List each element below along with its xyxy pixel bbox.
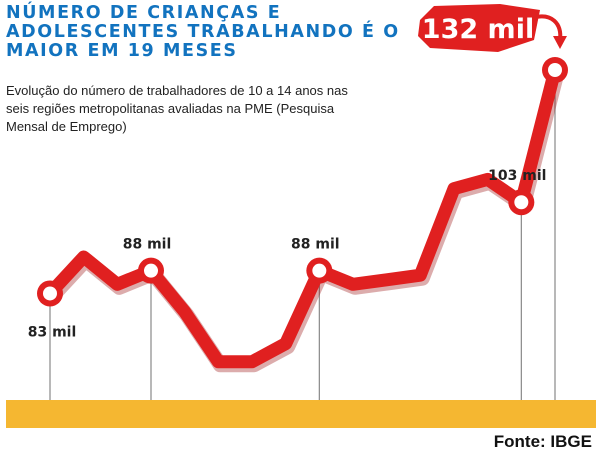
drop-lines	[49, 70, 556, 400]
point-marker-center	[43, 286, 57, 301]
data-label: 88 mil	[291, 237, 340, 253]
baseline-band	[6, 400, 596, 428]
chart-subtitle: Evolução do número de trabalhadores de 1…	[6, 83, 348, 134]
peak-label: 132 mil	[422, 14, 534, 45]
series-line	[43, 63, 562, 369]
peak-arrow-head	[553, 36, 567, 49]
data-label: 83 mil	[28, 324, 77, 340]
point-marker-center	[514, 195, 529, 210]
peak-badge	[418, 4, 567, 52]
series-line-shadow	[44, 65, 565, 373]
peak-badge-shape	[418, 4, 540, 52]
point-markers	[37, 57, 568, 307]
source-note: Fonte: IBGE	[493, 432, 592, 451]
point-marker-center	[144, 263, 158, 278]
point-marker-center	[312, 263, 327, 278]
data-label: 103 mil	[488, 168, 546, 184]
data-label: 88 mil	[123, 237, 172, 253]
data-labels: 83 mil 88 mil 88 mil 103 mil 132 mil	[28, 14, 547, 340]
chart-title: NÚMERO DE CRIANÇAS E ADOLESCENTES TRABAL…	[6, 3, 400, 61]
point-marker-center	[548, 63, 562, 77]
